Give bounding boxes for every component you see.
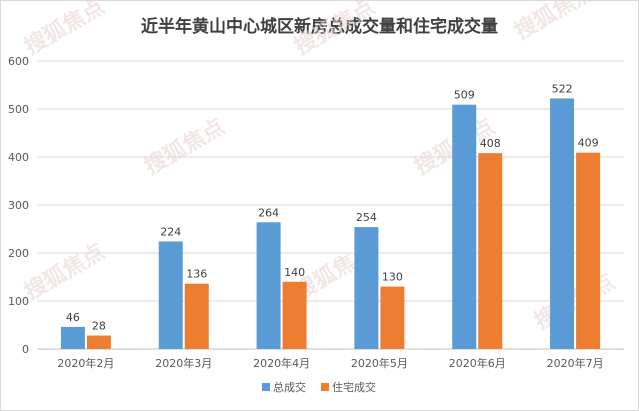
y-tick-label: 600 [8, 55, 29, 68]
bar-total [60, 326, 85, 349]
data-label: 140 [284, 266, 305, 279]
x-tick-label: 2020年6月 [449, 356, 506, 370]
data-label: 264 [258, 206, 279, 219]
data-label: 522 [552, 82, 573, 95]
legend: 总成交 住宅成交 [262, 380, 376, 394]
data-label: 130 [382, 271, 403, 284]
watermark-text: 搜狐焦点 [20, 0, 109, 60]
bars: 46 28 224 136 264 140 254 130 509 408 522 409 [60, 82, 601, 350]
data-label: 28 [92, 320, 106, 333]
legend-label: 住宅成交 [332, 380, 376, 394]
bar-residential [282, 281, 307, 349]
x-tick-label: 2020年4月 [253, 356, 310, 370]
data-label: 224 [160, 225, 181, 238]
data-label: 409 [578, 137, 599, 150]
grid-lines [37, 60, 624, 350]
x-tick-label: 2020年5月 [351, 356, 408, 370]
y-tick-label: 300 [8, 199, 29, 212]
y-tick-label: 200 [8, 247, 29, 260]
watermark-text: 搜狐焦点 [290, 0, 379, 60]
watermarks: 搜狐焦点搜狐焦点搜狐焦点搜狐焦点搜狐焦点搜狐焦点搜狐焦点搜狐焦点 [20, 0, 619, 335]
watermark-text: 搜狐焦点 [510, 0, 599, 45]
x-axis-ticks: 2020年2月 2020年3月 2020年4月 2020年5月 2020年6月 2020年… [57, 356, 603, 370]
x-tick-label: 2020年3月 [155, 356, 212, 370]
bar-total [256, 222, 281, 349]
bar-total [354, 227, 379, 349]
data-label: 136 [186, 268, 207, 281]
y-tick-label: 500 [8, 103, 29, 116]
legend-swatch-total [262, 383, 270, 391]
legend-label: 总成交 [273, 380, 306, 394]
data-label: 46 [66, 311, 80, 324]
bar-residential [478, 153, 503, 349]
watermark-text: 搜狐焦点 [530, 269, 619, 336]
data-label: 408 [480, 137, 501, 150]
bar-residential [380, 286, 405, 349]
y-axis-ticks: 0 100 200 300 400 500 600 [8, 55, 29, 356]
data-label: 509 [454, 89, 475, 102]
chart-title: 近半年黄山中心城区新房总成交量和住宅成交量 [141, 17, 498, 37]
bar-residential [576, 152, 601, 349]
y-tick-label: 100 [8, 295, 29, 308]
data-label: 254 [356, 211, 377, 224]
bar-total [452, 104, 477, 350]
x-tick-label: 2020年7月 [547, 356, 604, 370]
bar-residential [184, 283, 209, 349]
bar-total [550, 98, 575, 349]
legend-swatch-residential [321, 383, 329, 391]
bar-total [158, 241, 183, 349]
y-tick-label: 400 [8, 151, 29, 164]
watermark-text: 搜狐焦点 [140, 114, 229, 181]
y-tick-label: 0 [22, 343, 29, 356]
x-tick-label: 2020年2月 [57, 356, 114, 370]
bar-residential [86, 335, 111, 349]
watermark-text: 搜狐焦点 [20, 239, 109, 306]
